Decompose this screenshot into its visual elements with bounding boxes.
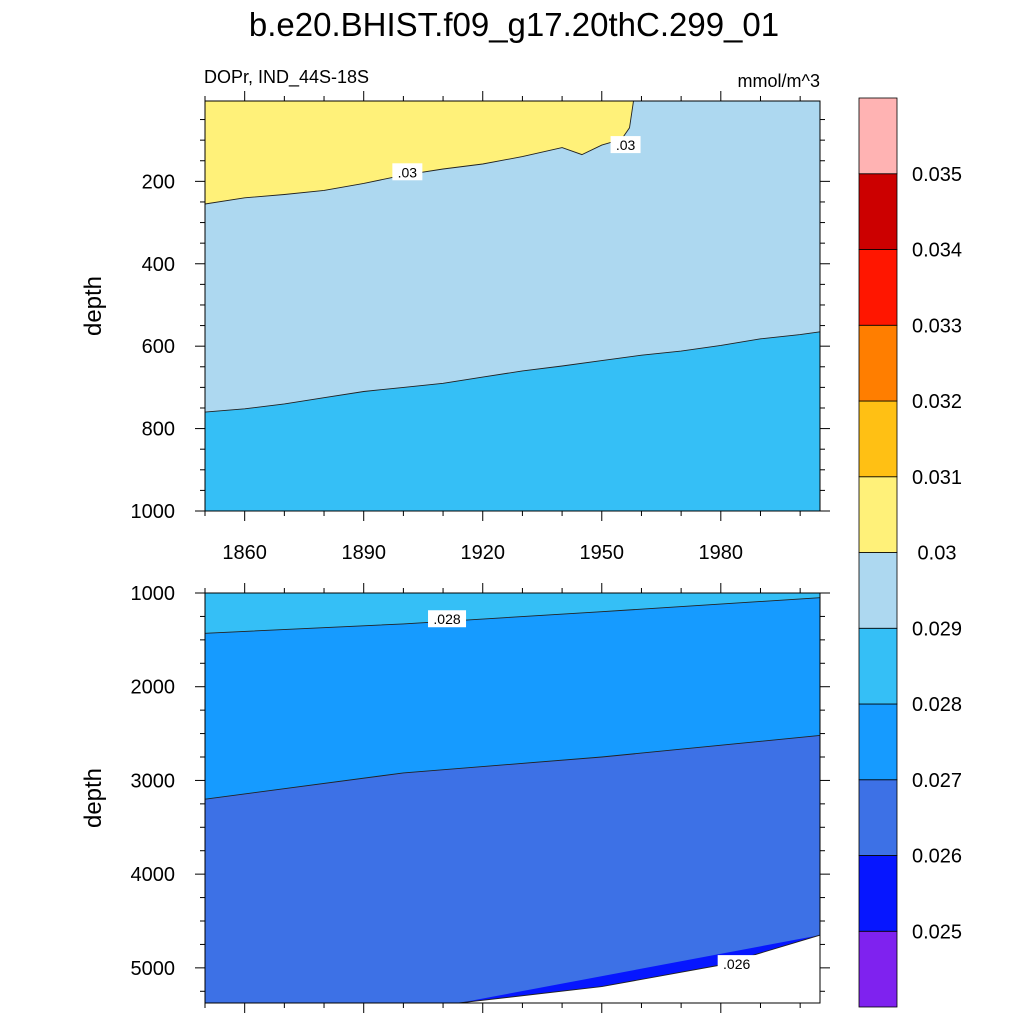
colorbar-label: 0.034 <box>912 240 962 262</box>
x-tick-label: 1920 <box>460 542 505 564</box>
colorbar-box <box>858 249 898 326</box>
colorbar-box <box>858 97 898 175</box>
region-0.025-0.026 <box>458 935 820 1003</box>
contour-line-0.028 <box>205 597 820 634</box>
contour-line-0.027 <box>205 734 820 800</box>
contour-label: .028 <box>428 610 467 628</box>
x-tick-label: 1950 <box>580 542 625 564</box>
colorbar-label: 0.028 <box>912 694 962 716</box>
colorbar-label: 0.026 <box>912 846 962 868</box>
contour-label: .026 <box>717 955 756 973</box>
colorbar-label: 0.031 <box>912 467 962 489</box>
colorbar-box <box>858 855 898 932</box>
y-tick-label: 1000 <box>131 501 176 523</box>
colorbar-label: 0.03 <box>918 543 957 565</box>
svg-text:.028: .028 <box>433 611 460 627</box>
contour-label: .03 <box>610 136 641 154</box>
plot-frame <box>204 592 821 1004</box>
contour-line-0.029 <box>205 331 820 413</box>
x-tick-label: 1890 <box>341 542 386 564</box>
units-label: mmol/m^3 <box>738 71 820 91</box>
y-tick-label: 200 <box>142 171 175 193</box>
colorbar-box <box>858 476 898 553</box>
y-tick-label: 2000 <box>131 677 176 699</box>
colorbar-label: 0.025 <box>912 921 962 943</box>
colorbar-box <box>858 703 898 781</box>
y-axis-title: depth <box>80 768 107 828</box>
contour-line-0.026 <box>458 934 820 1003</box>
colorbar-label: 0.027 <box>912 770 962 792</box>
region-0.028-0.029 <box>205 331 820 511</box>
region-0.027-0.028 <box>205 597 820 800</box>
y-tick-label: 400 <box>142 254 175 276</box>
plot-frame <box>204 100 821 512</box>
svg-text:.03: .03 <box>398 164 418 180</box>
y-tick-label: 600 <box>142 336 175 358</box>
y-tick-label: 5000 <box>131 958 176 980</box>
y-axis-title: depth <box>80 276 107 336</box>
svg-text:.03: .03 <box>616 137 636 153</box>
colorbar: 0.025 0.026 0.027 0.028 0.029 0.03 0.031 0.032 0… <box>858 97 962 1008</box>
colorbar-box <box>858 324 898 402</box>
colorbar-label: 0.029 <box>912 618 962 640</box>
colorbar-box <box>858 400 898 478</box>
svg-text:.026: .026 <box>723 956 750 972</box>
y-tick-label: 1000 <box>131 583 176 605</box>
region-0.028-0.029 <box>205 593 820 634</box>
colorbar-label: 0.033 <box>912 315 962 337</box>
contour-label: .03 <box>392 163 423 181</box>
colorbar-box <box>858 173 898 250</box>
colorbar-box <box>858 552 898 629</box>
region-0.026-0.027 <box>205 735 820 1003</box>
x-tick-label: 1860 <box>222 542 267 564</box>
panel-lower: .028 .026 1000 2000 3000 4000 5000 depth <box>80 583 830 1013</box>
colorbar-label: 0.032 <box>912 391 962 413</box>
region-0.030-0.031 <box>205 101 820 204</box>
x-tick-label: 1980 <box>699 542 744 564</box>
y-tick-label: 3000 <box>131 770 176 792</box>
variable-label: DOPr, IND_44S-18S <box>204 67 369 88</box>
panel-upper: .03 .03 1860 1890 1920 1950 1980 200 400 600 800 10… <box>80 91 830 564</box>
colorbar-label: 0.035 <box>912 164 962 186</box>
region-0.029-0.030 <box>205 101 820 413</box>
colorbar-box <box>858 930 898 1008</box>
colorbar-box <box>858 627 898 705</box>
y-tick-label: 800 <box>142 419 175 441</box>
chart-title: b.e20.BHIST.f09_g17.20thC.299_01 <box>249 6 779 43</box>
y-tick-label: 4000 <box>131 864 176 886</box>
colorbar-box <box>858 779 898 856</box>
